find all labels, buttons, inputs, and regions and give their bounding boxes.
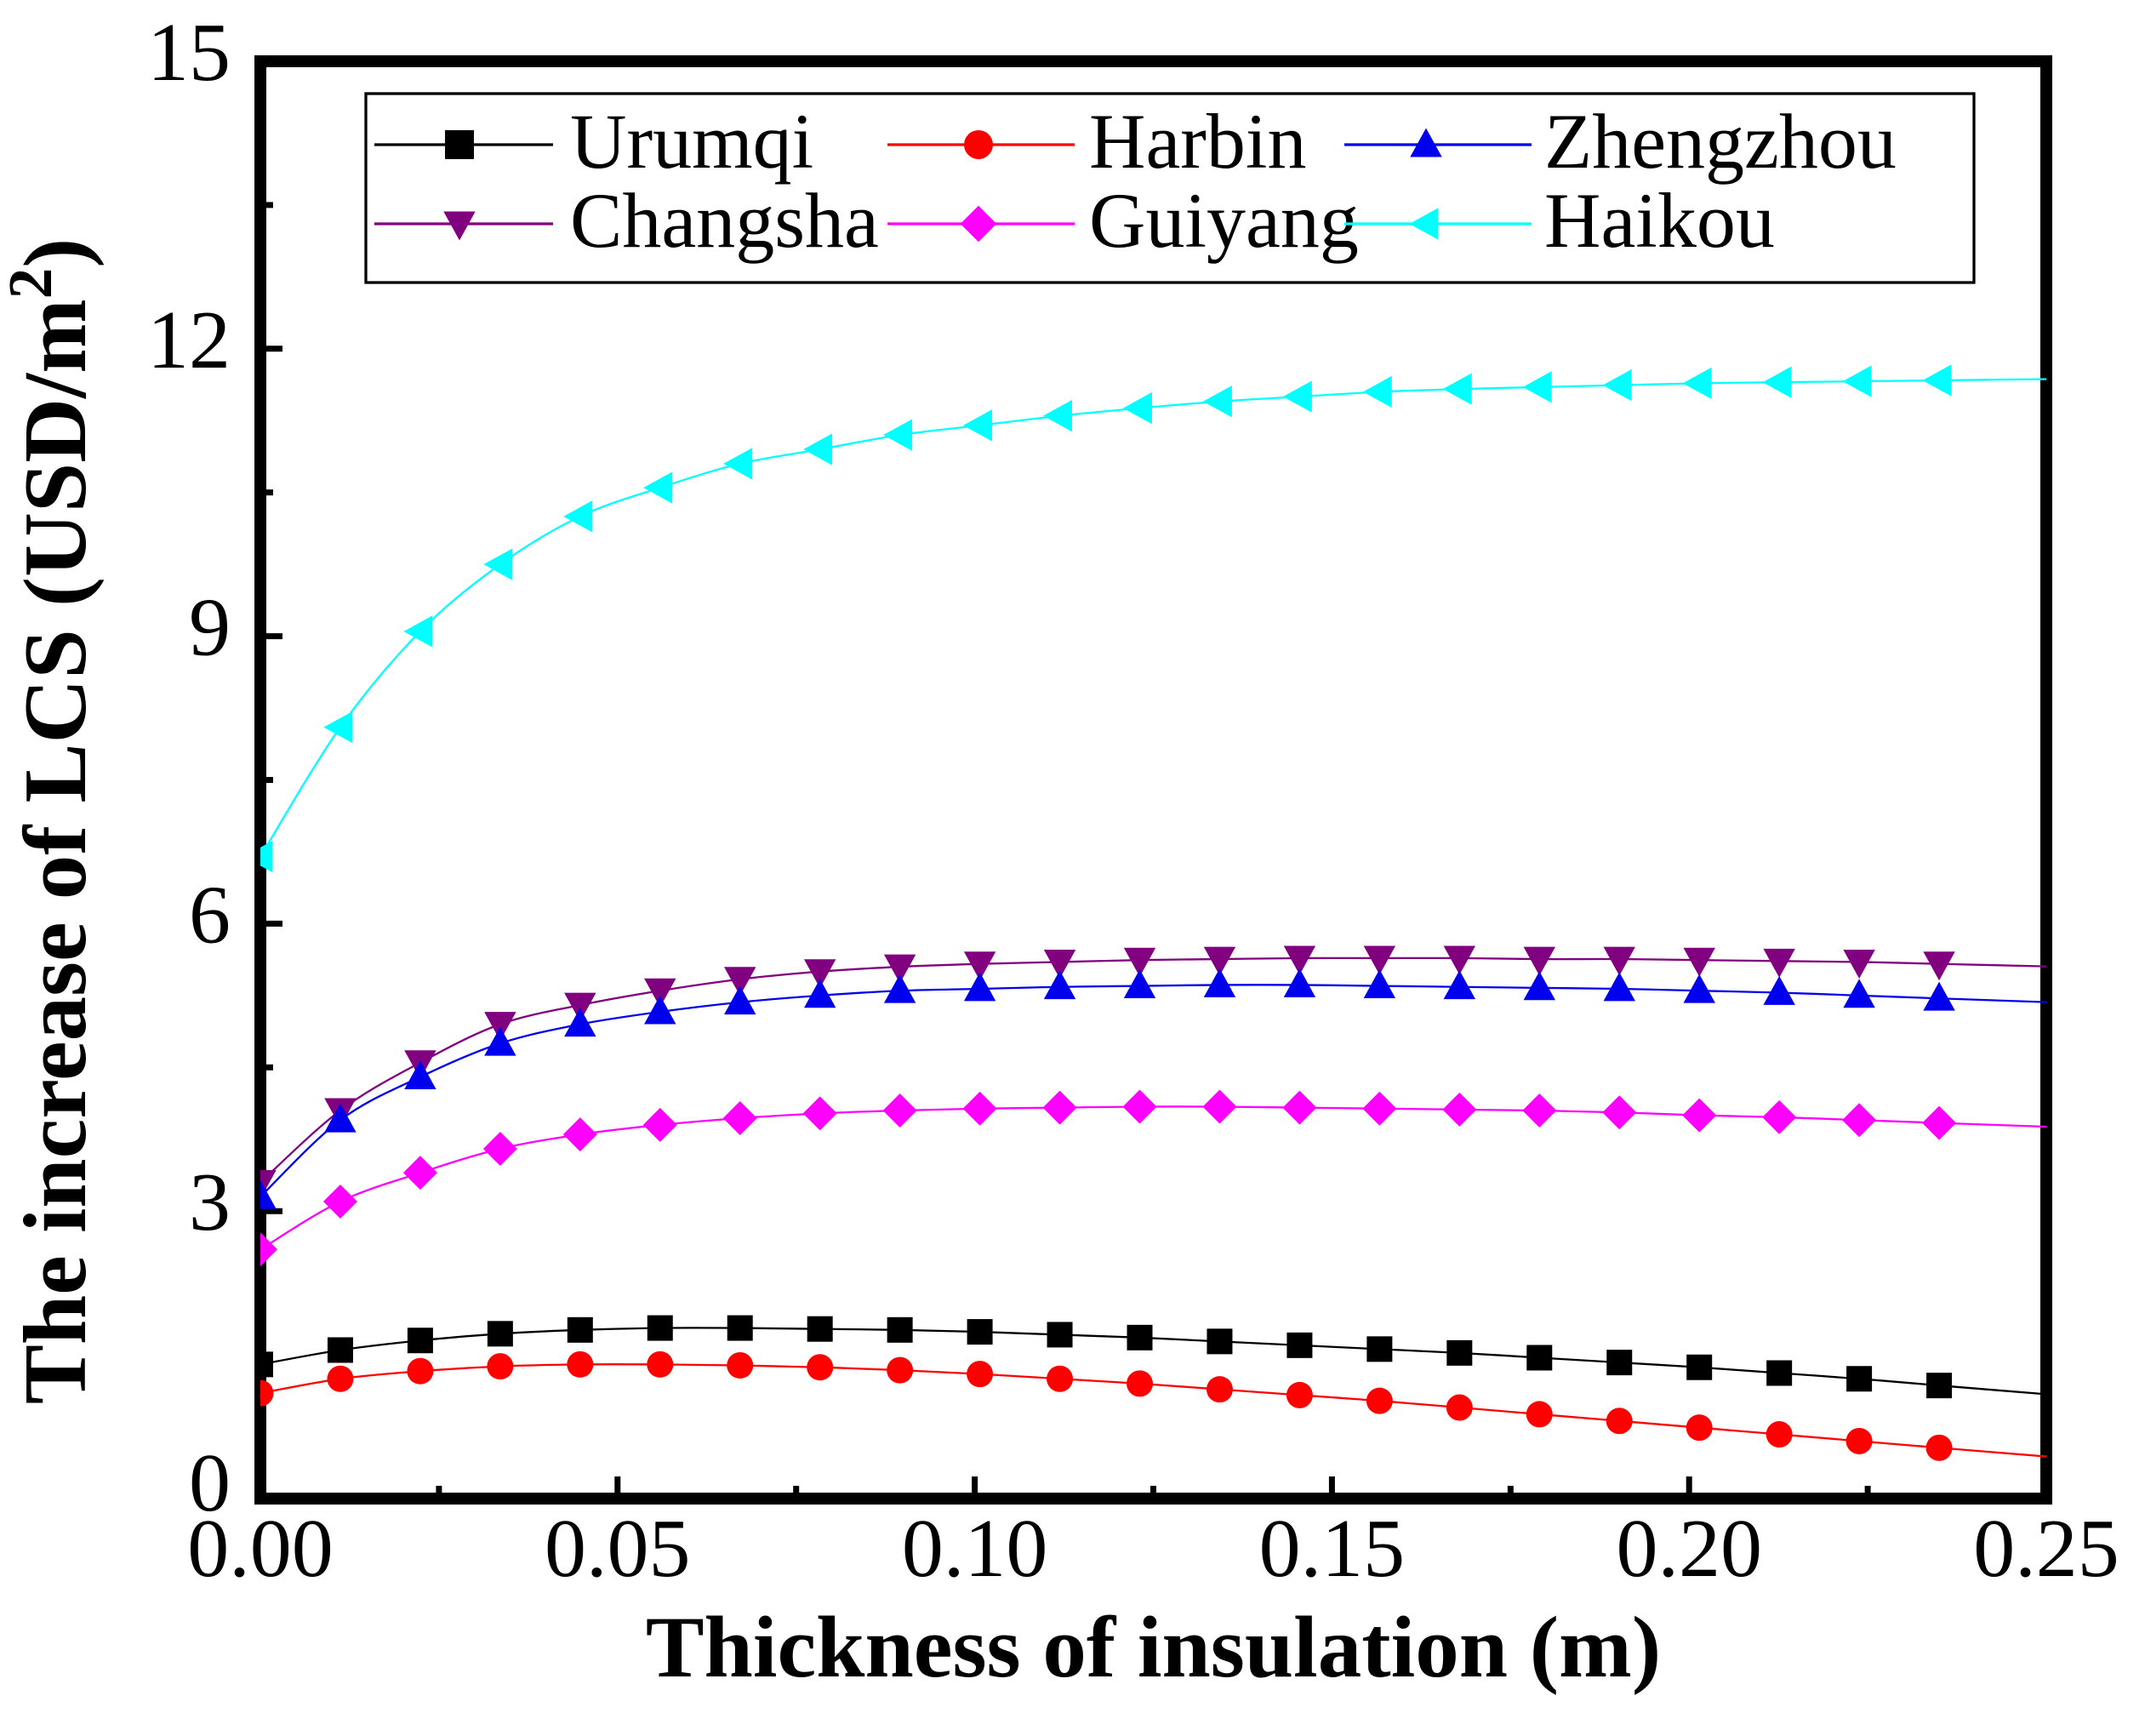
svg-text:15: 15 xyxy=(147,7,231,99)
svg-text:3: 3 xyxy=(189,1156,231,1248)
svg-text:The increase of LCS (USD/m2): The increase of LCS (USD/m2) xyxy=(0,238,105,1404)
svg-text:0.25: 0.25 xyxy=(1973,1503,2119,1595)
svg-text:0.10: 0.10 xyxy=(902,1503,1048,1595)
svg-text:Thickness of insulation (m): Thickness of insulation (m) xyxy=(646,1599,1661,1696)
svg-text:0.00: 0.00 xyxy=(187,1503,334,1595)
svg-text:Zhengzhou: Zhengzhou xyxy=(1544,98,1897,185)
svg-text:Haikou: Haikou xyxy=(1544,177,1775,264)
svg-text:0.20: 0.20 xyxy=(1616,1503,1762,1595)
svg-text:Changsha: Changsha xyxy=(570,177,879,264)
svg-text:Harbin: Harbin xyxy=(1089,98,1306,185)
svg-text:Urumqi: Urumqi xyxy=(570,98,813,185)
svg-text:Guiyang: Guiyang xyxy=(1089,177,1359,264)
svg-text:12: 12 xyxy=(147,294,231,386)
svg-text:6: 6 xyxy=(189,869,231,961)
svg-text:0.05: 0.05 xyxy=(545,1503,691,1595)
svg-text:9: 9 xyxy=(189,582,231,674)
svg-text:0.15: 0.15 xyxy=(1259,1503,1406,1595)
